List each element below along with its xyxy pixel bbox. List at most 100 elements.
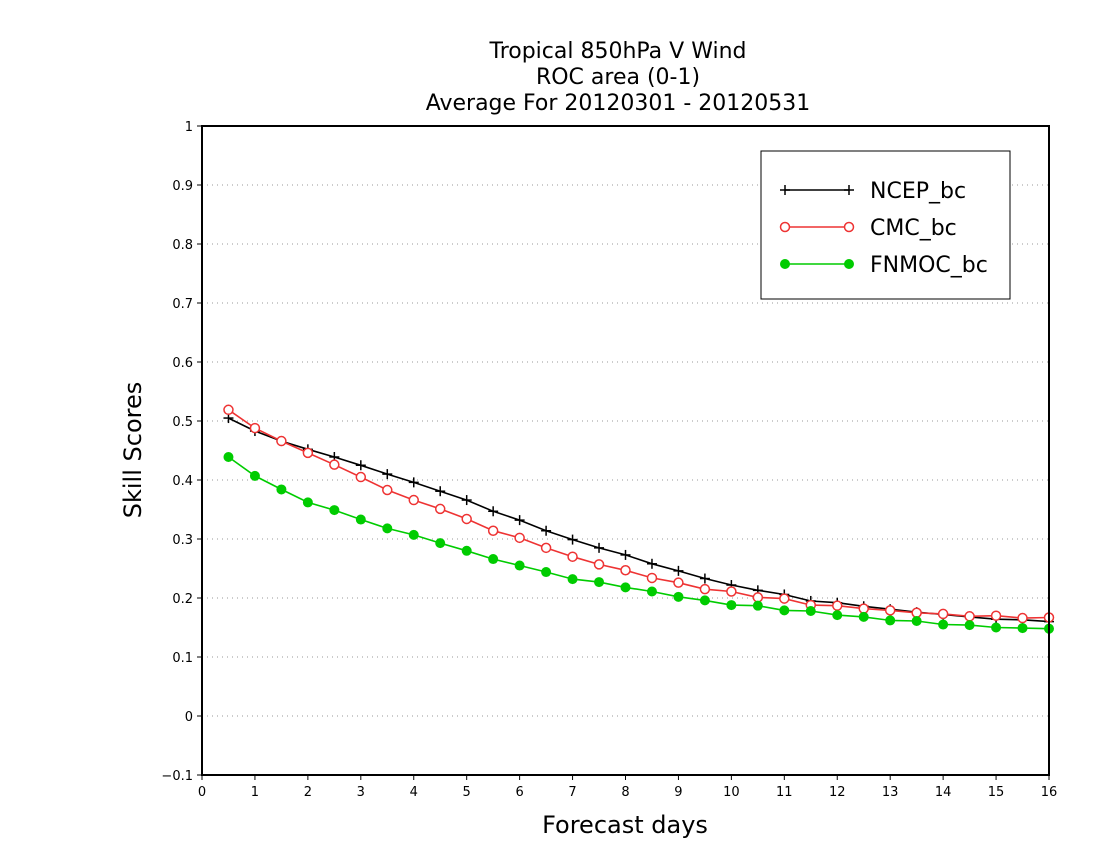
open-circle-marker — [540, 542, 552, 554]
y-axis-ticks: −0.1 0 0.1 0.2 0.3 0.4 0.5 0.6 0.7 0.8 0.9 1 — [161, 120, 202, 784]
open-circle-marker — [1017, 612, 1028, 624]
open-circle-marker — [249, 422, 261, 434]
y-tick-label: 0.9 — [172, 179, 193, 194]
plus-marker — [780, 185, 790, 195]
open-circle-marker — [964, 611, 975, 622]
open-circle-marker — [752, 592, 764, 603]
legend-entry-cmc-bc: CMC_bc — [779, 216, 957, 241]
legend-box — [760, 150, 1011, 300]
filled-circle-marker — [1017, 623, 1028, 634]
filled-circle-marker — [541, 567, 552, 578]
x-tick-label: 12 — [829, 785, 846, 800]
x-tick-label: 10 — [723, 785, 740, 800]
open-circle-marker — [911, 607, 922, 618]
plus-marker — [488, 506, 499, 517]
plus-marker — [514, 515, 525, 526]
filled-circle-marker — [885, 615, 896, 626]
x-tick-label: 3 — [357, 785, 365, 800]
open-circle-marker — [779, 221, 791, 233]
plus-marker — [844, 185, 854, 195]
plus-marker — [541, 525, 552, 536]
open-circle-marker — [408, 494, 419, 506]
open-circle-marker — [620, 565, 631, 576]
filled-circle-marker — [435, 538, 446, 549]
filled-circle-marker — [911, 616, 922, 627]
y-tick-label: 0.8 — [172, 238, 193, 253]
y-tick-label: 0.1 — [172, 651, 193, 666]
series-line-fnmoc-bc — [228, 456, 1050, 630]
open-circle-marker — [514, 532, 525, 544]
legend-entry-ncep-bc: NCEP_bc — [780, 179, 966, 204]
x-axis-ticks: 0 1 2 3 4 5 6 7 8 9 10 11 12 13 14 15 16 — [198, 775, 1057, 800]
filled-circle-marker — [461, 545, 472, 556]
filled-circle-marker — [699, 595, 710, 606]
y-tick-label: 0.3 — [172, 533, 193, 548]
open-circle-marker — [593, 559, 605, 570]
filled-circle-marker — [991, 622, 1002, 633]
open-circle-marker — [699, 583, 711, 595]
filled-circle-marker — [223, 451, 234, 462]
series-ncep-bc — [223, 413, 1054, 627]
y-tick-label: 0.2 — [172, 592, 193, 607]
x-tick-label: 13 — [882, 785, 899, 800]
filled-circle-marker — [514, 560, 525, 571]
plus-marker — [355, 460, 366, 471]
filled-circle-marker — [673, 591, 684, 602]
open-circle-marker — [646, 572, 658, 584]
filled-circle-marker — [594, 577, 605, 588]
plus-marker — [646, 558, 657, 569]
title-line-2: ROC area (0-1) — [536, 65, 700, 90]
filled-circle-marker — [488, 554, 499, 565]
legend-entries: NCEP_bc CMC_bc FNMOC_bc — [779, 179, 988, 278]
filled-circle-marker — [302, 497, 313, 508]
open-circle-marker — [355, 471, 367, 483]
open-circle-marker — [843, 221, 855, 233]
filled-circle-marker — [844, 259, 854, 269]
filled-circle-marker — [780, 259, 790, 269]
x-tick-label: 9 — [674, 785, 682, 800]
plus-marker — [461, 495, 472, 506]
open-circle-marker — [434, 503, 446, 515]
filled-circle-marker — [382, 523, 393, 534]
y-tick-label: 1 — [185, 120, 193, 135]
series-layer — [223, 404, 1055, 634]
filled-circle-marker — [329, 505, 340, 516]
open-circle-marker — [382, 484, 393, 496]
open-circle-marker — [832, 600, 843, 611]
series-line-ncep-bc — [228, 417, 1050, 623]
filled-circle-marker — [832, 610, 843, 621]
plus-marker — [567, 534, 578, 545]
open-circle-marker — [567, 551, 578, 562]
plus-marker — [435, 486, 446, 497]
chart-title: Tropical 850hPa V Wind ROC area (0-1) Av… — [426, 39, 811, 116]
open-circle-marker — [779, 593, 790, 604]
filled-circle-marker — [408, 529, 419, 540]
x-tick-label: 2 — [304, 785, 312, 800]
filled-circle-marker — [620, 582, 631, 593]
title-line-3: Average For 20120301 - 20120531 — [426, 91, 811, 116]
x-tick-label: 16 — [1041, 785, 1058, 800]
plus-marker — [594, 542, 605, 553]
series-cmc-bc — [223, 404, 1055, 624]
filled-circle-marker — [567, 574, 578, 585]
x-tick-label: 0 — [198, 785, 206, 800]
x-tick-label: 7 — [568, 785, 576, 800]
plus-marker — [673, 565, 684, 576]
filled-circle-marker — [938, 619, 949, 630]
open-circle-marker — [726, 586, 737, 597]
open-circle-marker — [884, 605, 896, 616]
series-fnmoc-bc — [223, 451, 1054, 634]
series-line-cmc-bc — [228, 409, 1050, 619]
x-tick-label: 6 — [515, 785, 523, 800]
y-tick-label: 0 — [185, 710, 193, 725]
x-axis-label: Forecast days — [542, 811, 708, 839]
plus-marker — [620, 549, 631, 560]
plus-marker — [382, 469, 393, 480]
open-circle-marker — [461, 513, 472, 525]
filled-circle-marker — [752, 600, 763, 611]
filled-circle-marker — [858, 611, 869, 622]
x-tick-label: 1 — [251, 785, 259, 800]
y-tick-label: 0.7 — [172, 297, 193, 312]
filled-circle-marker — [646, 586, 657, 597]
